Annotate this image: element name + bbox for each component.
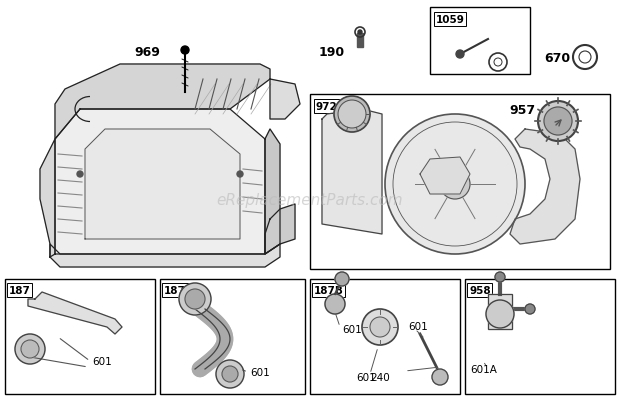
Bar [310, 95, 610, 269]
Polygon shape [265, 130, 280, 254]
Circle shape [338, 101, 366, 129]
Bar [488, 294, 512, 329]
Text: eReplacementParts.com: eReplacementParts.com [216, 193, 404, 208]
Circle shape [77, 172, 83, 178]
Bar [160, 279, 305, 394]
Text: 958: 958 [469, 285, 490, 295]
Circle shape [538, 102, 578, 142]
Circle shape [15, 334, 45, 364]
Bar [310, 279, 460, 394]
Text: 969: 969 [134, 45, 160, 59]
Text: 601: 601 [250, 367, 270, 377]
Polygon shape [85, 130, 240, 239]
Circle shape [370, 317, 390, 337]
Bar [5, 279, 155, 394]
Polygon shape [270, 80, 300, 120]
Text: 601: 601 [408, 321, 428, 331]
Text: 670: 670 [544, 51, 570, 64]
Circle shape [486, 300, 514, 328]
Circle shape [216, 360, 244, 388]
Bar [430, 8, 530, 75]
Text: 190: 190 [319, 47, 345, 59]
Circle shape [358, 31, 362, 35]
Text: 187B: 187B [314, 285, 344, 295]
Polygon shape [50, 244, 280, 267]
Text: 957: 957 [509, 103, 535, 116]
Polygon shape [420, 158, 470, 194]
Circle shape [385, 115, 525, 254]
Bar [357, 34, 363, 48]
Circle shape [179, 283, 211, 315]
Circle shape [21, 340, 39, 358]
Bar [488, 294, 512, 329]
Polygon shape [55, 65, 270, 140]
Text: 187A: 187A [164, 285, 194, 295]
Circle shape [362, 309, 398, 345]
Circle shape [440, 170, 470, 200]
Text: 601: 601 [356, 372, 376, 382]
Circle shape [544, 108, 572, 136]
Polygon shape [28, 292, 122, 334]
Bar [465, 279, 615, 394]
Circle shape [432, 369, 448, 385]
Text: 972: 972 [316, 102, 338, 112]
Circle shape [325, 294, 345, 314]
Text: 187: 187 [9, 285, 31, 295]
Circle shape [335, 272, 349, 286]
Circle shape [495, 272, 505, 282]
Circle shape [525, 304, 535, 314]
Circle shape [456, 51, 464, 59]
Text: 601A: 601A [470, 364, 497, 374]
Circle shape [185, 289, 205, 309]
Polygon shape [322, 110, 382, 235]
Text: 601: 601 [92, 356, 112, 366]
Polygon shape [510, 130, 580, 244]
Polygon shape [40, 140, 55, 257]
Circle shape [222, 366, 238, 382]
Circle shape [334, 97, 370, 133]
Text: 1059: 1059 [436, 15, 465, 25]
Circle shape [237, 172, 243, 178]
Text: 601: 601 [342, 324, 361, 334]
Text: 240: 240 [370, 372, 390, 382]
Circle shape [181, 47, 189, 55]
Polygon shape [55, 110, 265, 254]
Polygon shape [265, 205, 295, 254]
